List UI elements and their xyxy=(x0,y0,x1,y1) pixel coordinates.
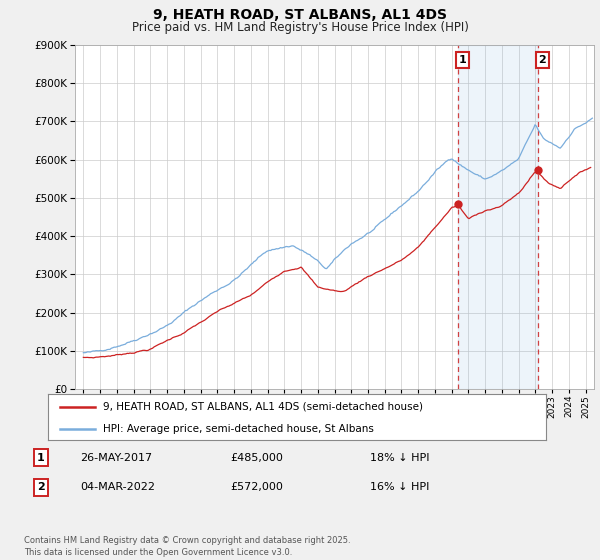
Text: HPI: Average price, semi-detached house, St Albans: HPI: Average price, semi-detached house,… xyxy=(103,424,374,435)
Text: £572,000: £572,000 xyxy=(230,482,283,492)
Text: 2: 2 xyxy=(37,482,44,492)
Text: 04-MAR-2022: 04-MAR-2022 xyxy=(80,482,155,492)
Text: Price paid vs. HM Land Registry's House Price Index (HPI): Price paid vs. HM Land Registry's House … xyxy=(131,21,469,34)
Text: 1: 1 xyxy=(37,452,44,463)
Text: Contains HM Land Registry data © Crown copyright and database right 2025.
This d: Contains HM Land Registry data © Crown c… xyxy=(24,536,350,557)
Text: 26-MAY-2017: 26-MAY-2017 xyxy=(80,452,152,463)
Text: 18% ↓ HPI: 18% ↓ HPI xyxy=(370,452,430,463)
Text: 1: 1 xyxy=(459,55,466,65)
Text: 16% ↓ HPI: 16% ↓ HPI xyxy=(370,482,430,492)
Text: 2: 2 xyxy=(539,55,547,65)
Text: 9, HEATH ROAD, ST ALBANS, AL1 4DS (semi-detached house): 9, HEATH ROAD, ST ALBANS, AL1 4DS (semi-… xyxy=(103,402,423,412)
Bar xyxy=(458,45,538,389)
Text: £485,000: £485,000 xyxy=(230,452,283,463)
Text: 9, HEATH ROAD, ST ALBANS, AL1 4DS: 9, HEATH ROAD, ST ALBANS, AL1 4DS xyxy=(153,8,447,22)
